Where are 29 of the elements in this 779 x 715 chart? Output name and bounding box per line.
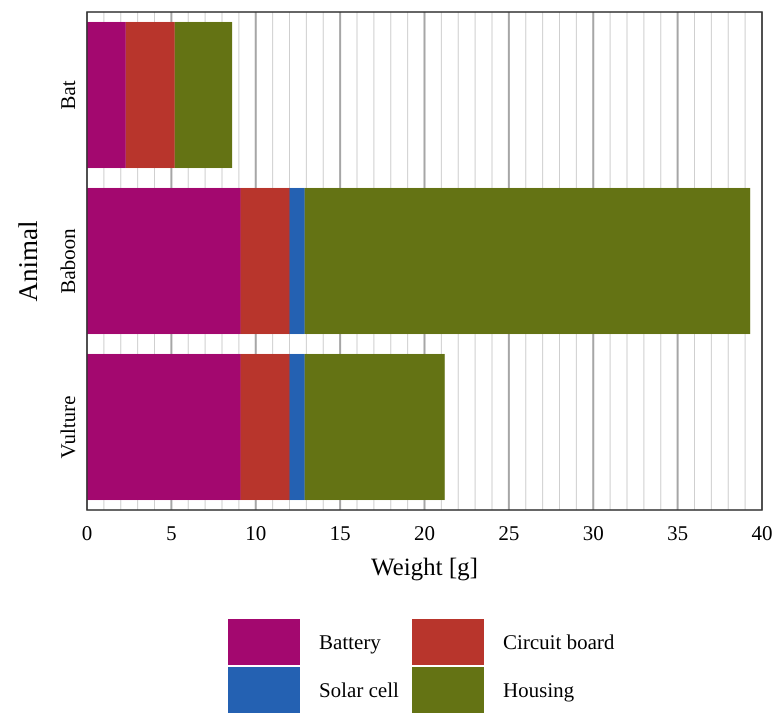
y-axis-title: Animal bbox=[13, 220, 43, 302]
legend-label: Battery bbox=[319, 630, 382, 654]
bar bbox=[87, 22, 126, 168]
bar bbox=[290, 188, 305, 334]
bar bbox=[87, 354, 241, 500]
x-tick-label: 10 bbox=[245, 521, 266, 545]
x-axis-title: Weight [g] bbox=[371, 554, 478, 581]
legend-label: Housing bbox=[503, 678, 575, 702]
x-tick-label: 40 bbox=[752, 521, 772, 545]
x-tick-label: 35 bbox=[667, 521, 688, 545]
legend-label: Solar cell bbox=[319, 678, 400, 702]
bar bbox=[240, 354, 290, 500]
legend-label: Circuit board bbox=[503, 630, 615, 654]
bar bbox=[126, 22, 175, 168]
y-tick-label: Baboon bbox=[56, 228, 80, 294]
x-tick-label: 0 bbox=[82, 521, 92, 545]
bar bbox=[174, 22, 232, 168]
bar bbox=[240, 188, 290, 334]
y-tick-label: Bat bbox=[56, 80, 80, 110]
x-tick-label: 25 bbox=[498, 521, 520, 545]
bar bbox=[304, 188, 750, 334]
x-tick-label: 15 bbox=[330, 521, 351, 545]
bar bbox=[87, 188, 241, 334]
bar bbox=[290, 354, 305, 500]
x-tick-label: 5 bbox=[166, 521, 177, 545]
x-tick-label: 30 bbox=[582, 521, 604, 545]
x-tick-label: 20 bbox=[414, 521, 435, 545]
y-tick-label: Vulture bbox=[56, 396, 80, 458]
bar bbox=[304, 354, 445, 500]
